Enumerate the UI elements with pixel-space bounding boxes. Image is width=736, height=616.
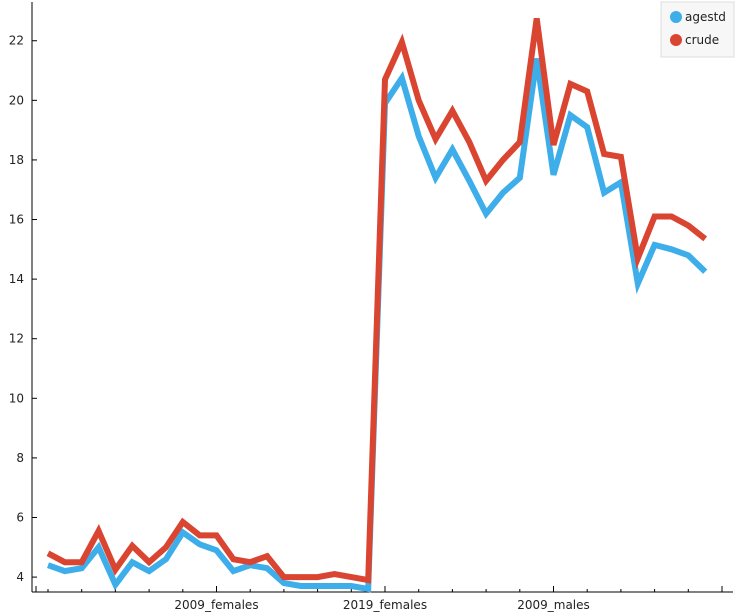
legend: agestd crude — [660, 1, 735, 58]
x-tick-labels: 2009_females 2019_females 2009_males — [174, 598, 589, 612]
y-tick-label: 10 — [9, 391, 24, 405]
y-tick-label: 14 — [9, 272, 24, 286]
chart-axes — [31, 2, 733, 593]
y-tick-label: 8 — [16, 451, 24, 465]
x-tick-label: 2019_females — [343, 598, 427, 612]
y-tick-label: 4 — [16, 570, 24, 584]
y-tick-labels: 4 6 8 10 12 14 16 18 20 22 — [9, 34, 24, 584]
legend-marker-agestd — [670, 11, 682, 23]
legend-label-agestd: agestd — [685, 10, 726, 24]
legend-marker-crude — [670, 34, 682, 46]
y-tick-label: 6 — [16, 511, 24, 525]
y-tick-label: 16 — [9, 213, 24, 227]
series-layer — [46, 17, 708, 593]
legend-box — [660, 1, 735, 58]
y-tick-label: 20 — [9, 93, 24, 107]
series-line-crude — [46, 17, 708, 584]
x-tick-label: 2009_males — [517, 598, 590, 612]
y-tick-label: 18 — [9, 153, 24, 167]
y-tick-label: 22 — [9, 34, 24, 48]
legend-label-crude: crude — [685, 33, 719, 47]
y-tick-label: 12 — [9, 332, 24, 346]
x-tick-label: 2009_females — [174, 598, 258, 612]
